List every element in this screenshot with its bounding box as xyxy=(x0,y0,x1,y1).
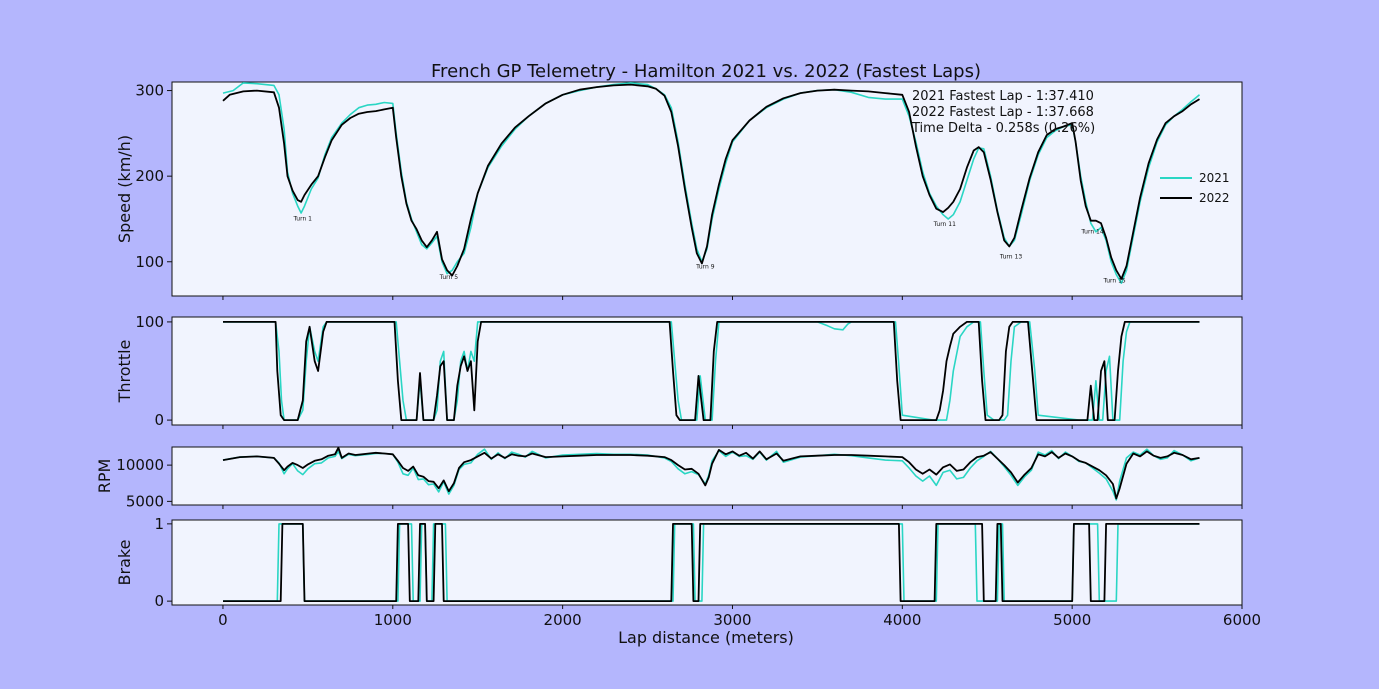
series-2022-brake xyxy=(223,523,1200,602)
xtick-label-0: 0 xyxy=(218,611,228,629)
turn-label-6: Turn 15 xyxy=(1102,277,1125,284)
ytick-label-brake-0: 0 xyxy=(154,592,164,610)
turn-label-5: Turn 14 xyxy=(1080,229,1103,236)
annotation-1: 2022 Fastest Lap - 1:37.668 xyxy=(912,105,1094,120)
panel-rpm-frame xyxy=(171,446,1243,506)
y-axis-label-brake: Brake xyxy=(115,540,134,586)
panel-brake: 0 1 Brake xyxy=(115,515,1243,610)
ytick-label-rpm-0: 5000 xyxy=(126,492,164,510)
ytick-label-throttle-1: 100 xyxy=(135,313,164,331)
xtick-label-5: 5000 xyxy=(1053,611,1091,629)
panel-throttle-frame xyxy=(171,316,1243,426)
turn-label-1: Turn 5 xyxy=(439,274,459,281)
x-axis: 0 1000 2000 3000 4000 5000 6000 xyxy=(218,611,1261,629)
annotation-2: Time Delta - 0.258s (0.26%) xyxy=(911,121,1095,136)
turn-label-2: Turn 9 xyxy=(695,264,715,271)
y-axis-label-rpm: RPM xyxy=(95,459,114,494)
y-axis-label-speed: Speed (km/h) xyxy=(115,135,134,243)
panel-brake-frame xyxy=(171,519,1243,606)
turn-label-0: Turn 1 xyxy=(293,216,313,223)
ytick-label-speed-1: 200 xyxy=(135,167,164,185)
panel-speed: 100 200 300 Speed (km/h) Turn 1 Turn 5 Turn 9 T… xyxy=(115,81,1243,300)
ytick-label-rpm-1: 10000 xyxy=(116,456,164,474)
ytick-label-throttle-0: 0 xyxy=(154,411,164,429)
xtick-label-1: 1000 xyxy=(374,611,412,629)
xtick-label-4: 4000 xyxy=(883,611,921,629)
legend: 2021 2022 xyxy=(1160,171,1230,205)
series-2022-speed xyxy=(222,83,1200,280)
xtick-label-2: 2000 xyxy=(544,611,582,629)
xtick-label-3: 3000 xyxy=(713,611,751,629)
xtick-label-6: 6000 xyxy=(1223,611,1261,629)
series-2022-rpm xyxy=(222,446,1200,500)
series-2022-throttle xyxy=(223,320,1200,422)
annotation-0: 2021 Fastest Lap - 1:37.410 xyxy=(912,89,1094,104)
ytick-label-brake-1: 1 xyxy=(154,515,164,533)
turn-label-3: Turn 11 xyxy=(933,221,956,228)
ytick-label-speed-0: 100 xyxy=(135,253,164,271)
turn-label-4: Turn 13 xyxy=(999,253,1022,260)
chart-title: French GP Telemetry - Hamilton 2021 vs. … xyxy=(431,61,981,82)
x-axis-label: Lap distance (meters) xyxy=(618,628,794,647)
legend-label-2022: 2022 xyxy=(1199,191,1230,205)
ytick-label-speed-2: 300 xyxy=(135,82,164,100)
legend-label-2021: 2021 xyxy=(1199,171,1230,185)
y-axis-label-throttle: Throttle xyxy=(115,340,134,404)
